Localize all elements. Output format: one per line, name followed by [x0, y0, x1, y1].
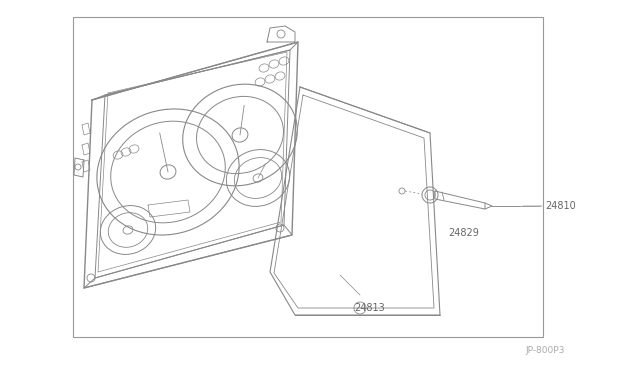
Text: 24813: 24813 [355, 303, 385, 313]
Bar [73, 17, 543, 337]
Text: 24810: 24810 [545, 201, 576, 211]
Text: 24829: 24829 [448, 228, 479, 238]
Text: JP-800P3: JP-800P3 [525, 346, 564, 355]
